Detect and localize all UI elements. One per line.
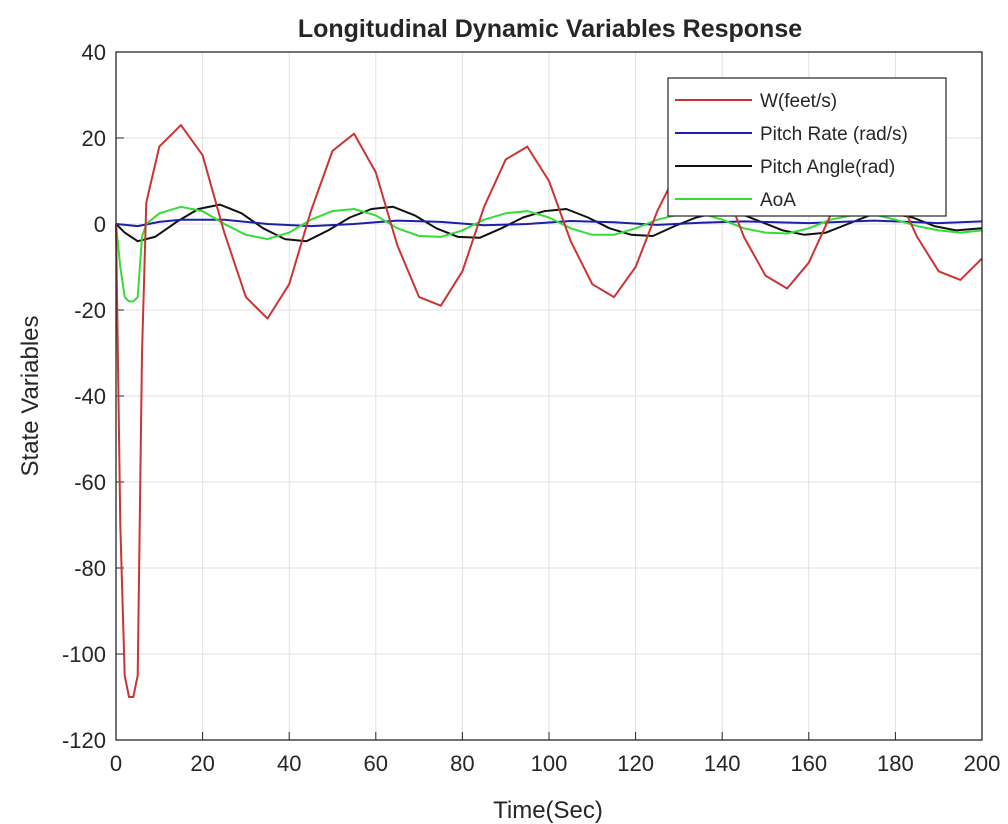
chart-title: Longitudinal Dynamic Variables Response [298,15,802,43]
x-tick-label: 200 [964,751,1001,776]
x-tick-label: 0 [110,751,122,776]
x-tick-label: 100 [531,751,568,776]
y-tick-label: 40 [82,40,106,65]
x-tick-label: 60 [364,751,388,776]
legend-label: Pitch Rate (rad/s) [760,124,908,145]
legend-label: Pitch Angle(rad) [760,157,895,178]
legend-label: W(feet/s) [760,91,837,112]
y-tick-labels: 40 20 0 -20 -40 -60 -80 -100 -120 [62,40,106,753]
y-tick-label: -60 [74,470,106,495]
y-tick-label: -80 [74,556,106,581]
legend: W(feet/s) Pitch Rate (rad/s) Pitch Angle(r… [667,77,947,217]
plot-frame [115,51,983,741]
y-axis-label: State Variables [17,316,44,477]
series-line-0 [115,124,983,698]
x-tick-label: 120 [617,751,654,776]
y-tick-label: -20 [74,298,106,323]
y-tick-label: -40 [74,384,106,409]
x-tick-label: 180 [877,751,914,776]
series-lines [115,124,983,698]
y-tick-label: 20 [82,126,106,151]
legend-label: AoA [760,190,796,211]
x-tick-labels: 0 20 40 60 80 100 120 140 160 180 200 [110,751,1000,776]
x-tick-label: 160 [790,751,827,776]
x-tick-label: 20 [190,751,214,776]
series-line-3 [115,205,983,303]
x-axis-label: Time(Sec) [493,797,603,824]
y-tick-label: -100 [62,642,106,667]
y-tick-label: 0 [94,212,106,237]
x-tick-label: 80 [450,751,474,776]
series-line-1 [115,218,983,228]
y-tick-label: -120 [62,728,106,753]
series-line-2 [115,203,983,243]
grid [115,51,983,741]
x-tick-label: 140 [704,751,741,776]
x-tick-label: 40 [277,751,301,776]
